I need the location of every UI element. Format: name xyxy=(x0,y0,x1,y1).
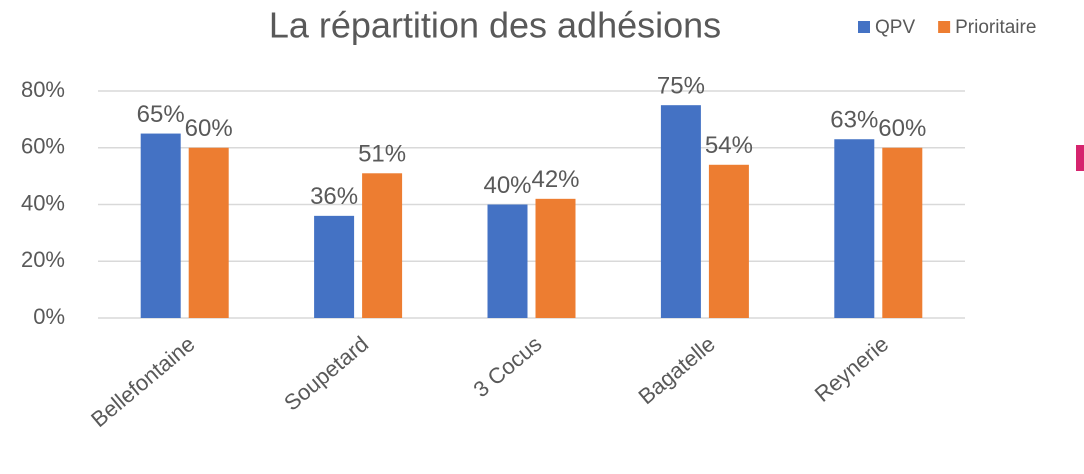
bar xyxy=(660,105,701,318)
y-tick-label: 80% xyxy=(21,77,65,102)
data-label: 60% xyxy=(878,115,926,142)
bar xyxy=(362,173,403,318)
bar xyxy=(708,164,749,318)
bar xyxy=(314,215,355,318)
data-label: 63% xyxy=(830,107,878,134)
data-label: 40% xyxy=(483,172,531,199)
y-tick-label: 0% xyxy=(33,304,65,329)
bar xyxy=(487,204,528,318)
bar xyxy=(188,147,229,318)
data-label: 42% xyxy=(531,166,579,193)
bar xyxy=(535,198,576,318)
data-label: 54% xyxy=(705,132,753,159)
y-tick-label: 20% xyxy=(21,247,65,272)
data-label: 75% xyxy=(657,73,705,100)
bar xyxy=(882,147,923,318)
legend-swatch xyxy=(858,21,870,33)
legend-label: Prioritaire xyxy=(955,17,1036,38)
bar xyxy=(834,139,875,318)
decoration xyxy=(1076,145,1084,171)
bar xyxy=(140,133,181,318)
data-label: 51% xyxy=(358,141,406,168)
data-label: 36% xyxy=(310,183,358,210)
y-tick-label: 60% xyxy=(21,134,65,159)
y-tick-label: 40% xyxy=(21,190,65,215)
chart-title: La répartition des adhésions xyxy=(269,5,721,46)
legend-label: QPV xyxy=(875,17,915,38)
data-label: 60% xyxy=(185,115,233,142)
data-label: 65% xyxy=(137,101,185,128)
legend-swatch xyxy=(938,21,951,33)
